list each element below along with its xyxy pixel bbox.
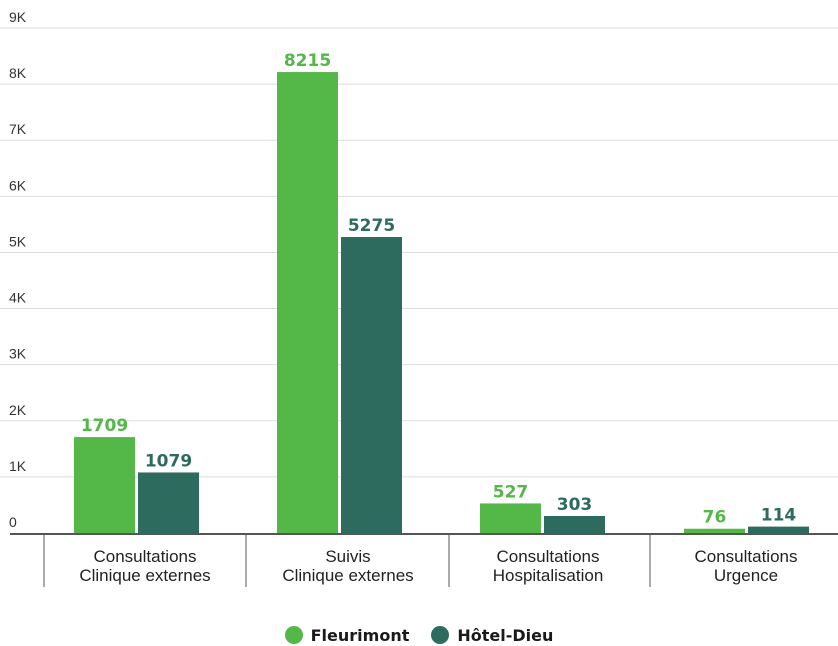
legend-swatch-fleurimont <box>284 626 303 644</box>
data-label: 114 <box>761 506 797 526</box>
data-label: 76 <box>703 508 727 528</box>
category-label: Consultations Urgence <box>694 547 797 585</box>
legend: Fleurimont Hôtel-Dieu <box>0 624 838 646</box>
y-tick-label: 9K <box>9 9 27 25</box>
bar <box>480 503 541 533</box>
bar <box>341 237 402 533</box>
y-tick-label: 3K <box>9 346 27 362</box>
legend-swatch-hotel-dieu <box>431 626 450 644</box>
gridlines <box>0 27 838 478</box>
y-tick-label: 2K <box>9 402 27 418</box>
y-tick-label: 4K <box>9 290 27 306</box>
legend-label-fleurimont: Fleurimont <box>310 625 410 645</box>
category-separators <box>43 535 651 587</box>
bar <box>277 72 338 533</box>
legend-label-hotel-dieu: Hôtel-Dieu <box>457 625 554 645</box>
y-tick-label: 8K <box>9 65 27 81</box>
x-axis-category-labels: Consultations Clinique externes Suivis Clin… <box>79 547 797 585</box>
y-axis-ticks: 0 1K 2K 3K 4K 5K 6K 7K 8K 9K <box>9 9 27 530</box>
y-tick-label: 7K <box>9 121 27 137</box>
data-label: 8215 <box>284 51 331 71</box>
bars <box>74 72 809 533</box>
y-tick-label: 1K <box>9 458 27 474</box>
legend-item-hotel-dieu[interactable]: Hôtel-Dieu <box>431 626 553 645</box>
legend-item-fleurimont[interactable]: Fleurimont <box>284 625 410 645</box>
y-tick-label: 6K <box>9 177 27 193</box>
data-label: 303 <box>557 495 593 515</box>
bar-chart: 0 1K 2K 3K 4K 5K 6K 7K 8K 9K 1709 8215 527 76 1079 527… <box>0 9 838 587</box>
y-tick-label: 5K <box>9 233 27 249</box>
data-label: 1079 <box>145 451 192 471</box>
category-label: Suivis Clinique externes <box>282 547 413 585</box>
y-tick-label: 0 <box>9 514 17 530</box>
bar <box>748 526 809 533</box>
data-labels: 1709 8215 527 76 1079 5275 303 114 <box>81 51 797 528</box>
bar <box>74 437 135 533</box>
bar <box>544 515 605 533</box>
category-label: Consultations Clinique externes <box>79 547 210 585</box>
data-label: 5275 <box>348 216 395 236</box>
category-label: Consultations Hospitalisation <box>493 547 604 585</box>
bar <box>684 528 745 533</box>
data-label: 527 <box>493 482 529 502</box>
bar <box>138 472 199 533</box>
data-label: 1709 <box>81 416 128 436</box>
